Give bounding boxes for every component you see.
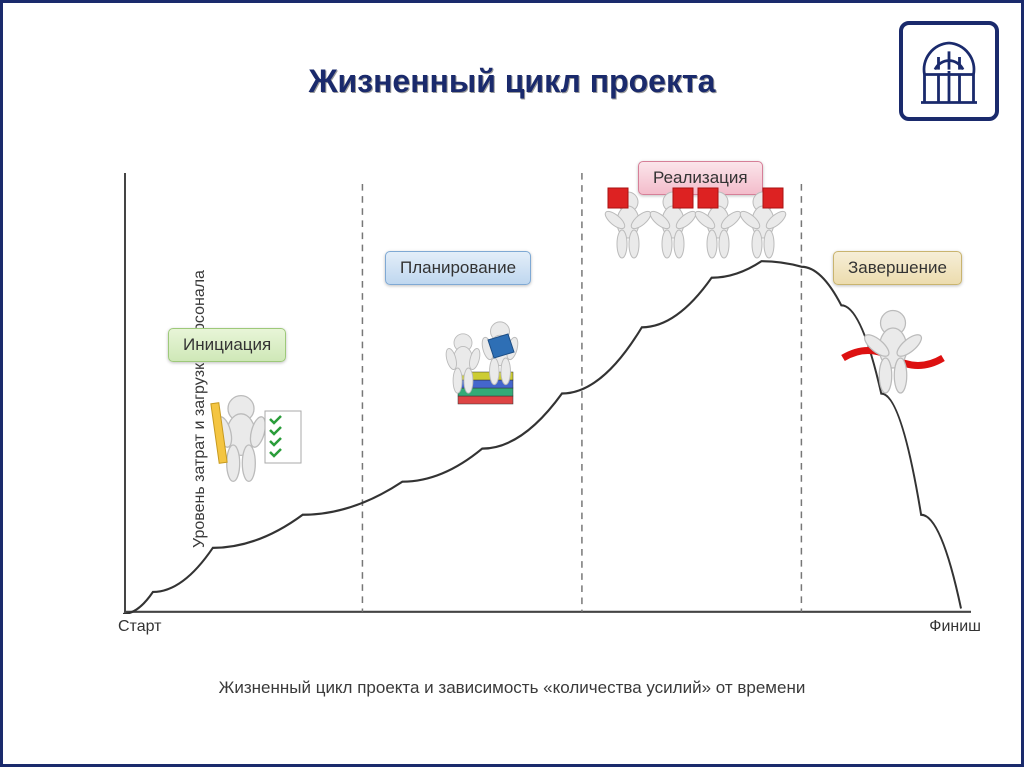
phase-figure-3 [838,303,948,403]
institution-logo [899,21,999,121]
phase-figure-1 [428,318,538,418]
phase-label-1: Планирование [385,251,531,285]
phase-label-3: Завершение [833,251,962,285]
x-axis-start: Старт [118,618,161,636]
phase-figure-0 [203,383,313,483]
lifecycle-chart: ИнициацияПланированиеРеализацияЗавершени… [123,173,971,614]
chart-area: Уровень затрат и загрузки персонала Иниц… [43,173,981,644]
slide-title: Жизненный цикл проекта [3,63,1021,100]
slide-frame: Жизненный цикл проекта Уровень затрат и … [0,0,1024,767]
chart-caption: Жизненный цикл проекта и зависимость «ко… [3,678,1021,698]
x-axis-end: Финиш [929,618,981,636]
phase-figure-2 [603,168,793,268]
phase-label-0: Инициация [168,328,286,362]
